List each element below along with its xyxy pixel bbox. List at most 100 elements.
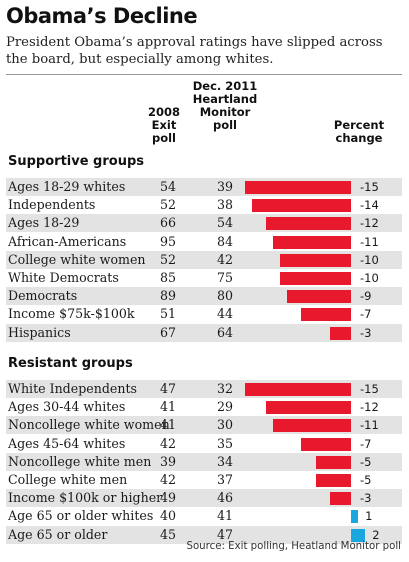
source-note: Source: Exit polling, Heatland Monitor p… (186, 541, 401, 552)
value-2011: 84 (216, 233, 234, 249)
change-value: -10 (360, 252, 379, 267)
row-label: Age 65 or older whites (8, 508, 154, 524)
column-header-2008: 2008 Exit poll (147, 105, 180, 145)
change-bar (329, 326, 351, 340)
group-heading: Resistant groups (8, 356, 133, 371)
row-label: Noncollege white women (8, 417, 170, 433)
change-value: -7 (360, 307, 372, 322)
row-label: African-Americans (8, 233, 127, 249)
value-2011: 75 (216, 270, 234, 285)
table-row: Ages 18-29 66 54 -12 (6, 214, 402, 233)
table-row: Income $100k or higher 49 46 -3 (6, 489, 402, 508)
value-2008: 41 (159, 417, 177, 433)
change-bar (301, 308, 351, 322)
change-bar (351, 510, 359, 524)
column-header-change: Percent change (333, 118, 385, 145)
row-label: Ages 18-29 (8, 215, 80, 231)
value-2008: 89 (159, 288, 177, 304)
value-2008: 95 (159, 233, 177, 249)
table-row: Independents 52 38 -14 (6, 196, 402, 214)
row-label: Independents (8, 197, 96, 213)
change-bar (244, 383, 351, 396)
value-2011: 39 (216, 179, 234, 194)
change-value: 2 (372, 527, 380, 542)
value-2008: 54 (159, 179, 177, 194)
table-row: Noncollege white women 41 30 -11 (6, 416, 402, 435)
table-row: Noncollege white men 39 34 -5 (6, 452, 402, 471)
value-2011: 41 (216, 508, 234, 524)
change-value: -9 (360, 289, 372, 304)
change-bar (315, 455, 351, 469)
value-2011: 80 (216, 288, 234, 304)
header-rule (6, 74, 402, 75)
table-row: White Independents 47 32 -15 (6, 380, 402, 398)
value-2008: 42 (159, 435, 177, 451)
row-label: Ages 45-64 whites (8, 435, 126, 451)
value-2011: 30 (216, 417, 234, 433)
chart-subtitle: President Obama’s approval ratings have … (6, 35, 383, 67)
value-2011: 29 (216, 399, 234, 415)
change-value: -5 (360, 473, 372, 487)
change-value: -12 (360, 216, 379, 231)
change-bar (251, 199, 351, 213)
row-label: Ages 30-44 whites (8, 399, 126, 415)
table-row: College white men 42 37 -5 (6, 471, 402, 489)
value-2008: 85 (159, 270, 177, 285)
change-value: -15 (360, 180, 379, 194)
change-value: -11 (360, 234, 379, 249)
change-bar (315, 474, 351, 487)
row-label: Age 65 or older (8, 526, 108, 542)
value-2008: 67 (159, 324, 177, 340)
row-label: Income $75k-$100k (8, 306, 135, 322)
row-label: Hispanics (8, 324, 71, 340)
change-bar (280, 253, 351, 267)
change-value: -14 (360, 198, 379, 213)
change-bar (329, 492, 351, 506)
value-2008: 51 (159, 306, 177, 322)
value-2008: 41 (159, 399, 177, 415)
table-row: Age 65 or older 45 47 2 (6, 525, 402, 544)
table-row: Age 65 or older whites 40 41 1 (6, 507, 402, 525)
column-header-2011: Dec. 2011 Heartland Monitor poll (192, 79, 258, 132)
change-value: -3 (360, 325, 372, 340)
change-bar (272, 235, 351, 249)
value-2008: 66 (159, 215, 177, 231)
change-value: -5 (360, 454, 372, 469)
value-2008: 39 (159, 453, 177, 469)
value-2011: 37 (216, 472, 234, 487)
value-2008: 40 (159, 508, 177, 524)
table-row: Ages 18-29 whites 54 39 -15 (6, 178, 402, 196)
value-2011: 44 (216, 306, 234, 322)
chart-title: Obama’s Decline (6, 4, 198, 28)
row-label: Democrats (8, 288, 78, 304)
value-2011: 64 (216, 324, 234, 340)
change-bar (287, 290, 351, 304)
change-value: 1 (365, 509, 373, 524)
table-row: White Democrats 85 75 -10 (6, 269, 402, 287)
value-2008: 42 (159, 472, 177, 487)
value-2011: 35 (216, 435, 234, 451)
value-2008: 47 (159, 381, 177, 396)
change-value: -7 (360, 436, 372, 451)
value-2008: 49 (159, 490, 177, 506)
change-value: -10 (360, 271, 379, 285)
value-2011: 54 (216, 215, 234, 231)
value-2008: 52 (159, 197, 177, 213)
value-2011: 42 (216, 251, 234, 267)
table-row: African-Americans 95 84 -11 (6, 233, 402, 251)
table-row: Income $75k-$100k 51 44 -7 (6, 305, 402, 323)
change-value: -3 (360, 491, 372, 506)
row-label: Ages 18-29 whites (8, 179, 126, 194)
row-label: Income $100k or higher (8, 490, 163, 506)
change-value: -12 (360, 400, 379, 415)
table-row: College white women 52 42 -10 (6, 250, 402, 269)
table-row: Hispanics 67 64 -3 (6, 323, 402, 342)
value-2008: 45 (159, 526, 177, 542)
change-bar (272, 419, 351, 433)
value-2008: 52 (159, 251, 177, 267)
value-2011: 47 (216, 526, 234, 542)
table-row: Ages 45-64 whites 42 35 -7 (6, 435, 402, 453)
value-2011: 46 (216, 490, 234, 506)
change-bar (244, 181, 351, 194)
change-bar (265, 401, 351, 415)
